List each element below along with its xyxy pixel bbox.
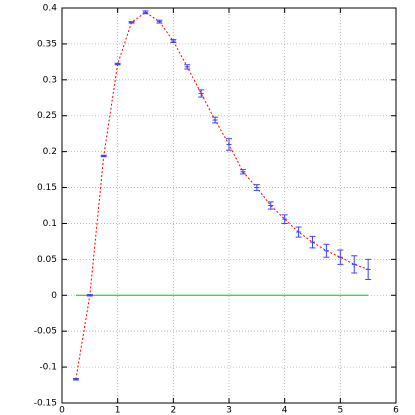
- x-tick-label: 2: [170, 406, 176, 415]
- y-tick-label: 0: [51, 291, 57, 301]
- y-tick-label: 0.05: [37, 255, 57, 265]
- y-tick-label: 0.35: [37, 39, 57, 49]
- plot-frame: [61, 7, 397, 404]
- y-tick-label: 0.1: [43, 219, 57, 229]
- y-tick-label: 0.15: [37, 183, 57, 193]
- y-tick-label: 0.25: [37, 111, 57, 121]
- data-line: [75, 11, 369, 380]
- x-tick-label: 1: [115, 406, 121, 415]
- y-tick-label: -0.15: [34, 399, 57, 409]
- x-tick-label: 5: [337, 406, 343, 415]
- y-tick-label: 0.4: [43, 4, 58, 14]
- x-tick-label: 6: [393, 406, 399, 415]
- y-tick-label: 0.3: [43, 75, 57, 85]
- y-tick-label: 0.2: [43, 147, 57, 157]
- x-tick-label: 4: [282, 406, 288, 415]
- y-tick-label: -0.05: [34, 327, 57, 337]
- y-tick-label: -0.1: [39, 363, 57, 373]
- x-tick-label: 3: [226, 406, 232, 415]
- x-tick-label: 0: [59, 406, 65, 415]
